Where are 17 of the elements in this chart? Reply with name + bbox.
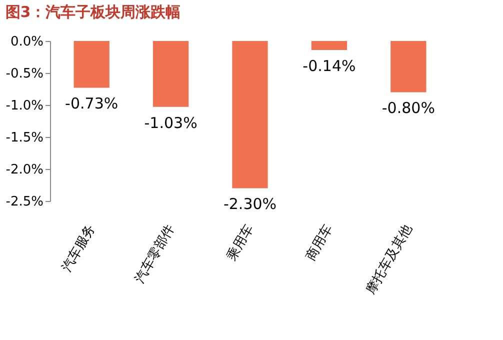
x-tick-label: 商用车	[304, 222, 336, 264]
x-tick-label: 汽车零部件	[132, 222, 178, 286]
x-tick-label: 汽车服务	[60, 222, 99, 275]
data-label: -0.80%	[382, 99, 435, 118]
y-tick-label: -1.0%	[6, 98, 44, 114]
y-tick-label: -0.5%	[6, 66, 44, 82]
chart-title: 图3：汽车子板块周涨跌幅	[5, 3, 181, 21]
y-tick-label: -2.0%	[6, 162, 44, 178]
data-label: -1.03%	[144, 114, 198, 132]
y-tick-label: -1.5%	[6, 130, 44, 146]
x-tick-label: 乘用车	[224, 222, 257, 264]
data-label: -0.73%	[65, 94, 118, 113]
data-label: -2.30%	[223, 195, 277, 214]
y-tick-label: -2.5%	[6, 194, 44, 210]
y-tick-label: 0.0%	[10, 34, 44, 50]
x-tick-label: 摩托车及其他	[363, 222, 416, 298]
data-label: -0.14%	[302, 56, 356, 75]
